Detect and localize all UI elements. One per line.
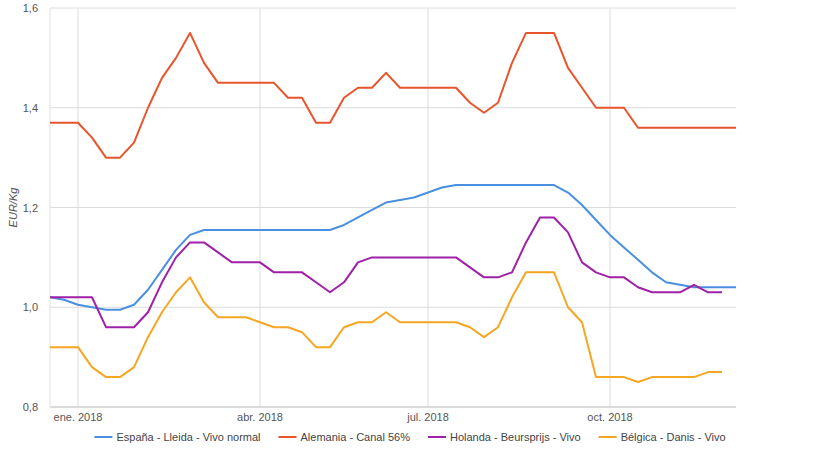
x-tick-label: jul. 2018 xyxy=(406,411,449,423)
series-line xyxy=(50,217,722,327)
series-line xyxy=(50,33,736,158)
x-tick-label: abr. 2018 xyxy=(237,411,283,423)
legend-swatch xyxy=(279,436,297,438)
grid-line xyxy=(50,407,736,408)
plot-area xyxy=(50,33,736,382)
grid-line xyxy=(610,8,611,407)
legend-swatch xyxy=(428,436,446,438)
legend: España - Lleida - Vivo normal Alemania - … xyxy=(94,431,725,443)
grid-line xyxy=(50,307,736,308)
x-tick-label: oct. 2018 xyxy=(587,411,632,423)
grid-line xyxy=(428,8,429,407)
grid-line xyxy=(50,107,736,108)
legend-swatch xyxy=(94,436,112,438)
y-tick-label: 1,4 xyxy=(23,102,38,114)
legend-label: España - Lleida - Vivo normal xyxy=(116,431,260,443)
y-tick-label: 1,2 xyxy=(23,202,38,214)
series-line xyxy=(50,185,736,310)
legend-label: Alemania - Canal 56% xyxy=(301,431,411,443)
y-tick-label: 1,6 xyxy=(23,2,38,14)
x-tick-label: ene. 2018 xyxy=(54,411,103,423)
grid-line xyxy=(50,207,736,208)
series-line xyxy=(50,272,722,382)
x-axis xyxy=(50,407,736,408)
legend-swatch xyxy=(599,436,617,438)
legend-label: Bélgica - Danis - Vivo xyxy=(621,431,726,443)
grid-line xyxy=(50,8,736,9)
chart: 0,8 1,0 1,2 1,4 1,6 ene. 2018 abr. 2018 jul. 20… xyxy=(0,0,820,450)
legend-label: Holanda - Beursprijs - Vivo xyxy=(450,431,581,443)
y-axis-label: EUR/Kg xyxy=(7,187,19,228)
y-tick-label: 0,8 xyxy=(23,401,38,413)
grid-line xyxy=(260,8,261,407)
y-tick-label: 1,0 xyxy=(23,301,38,313)
